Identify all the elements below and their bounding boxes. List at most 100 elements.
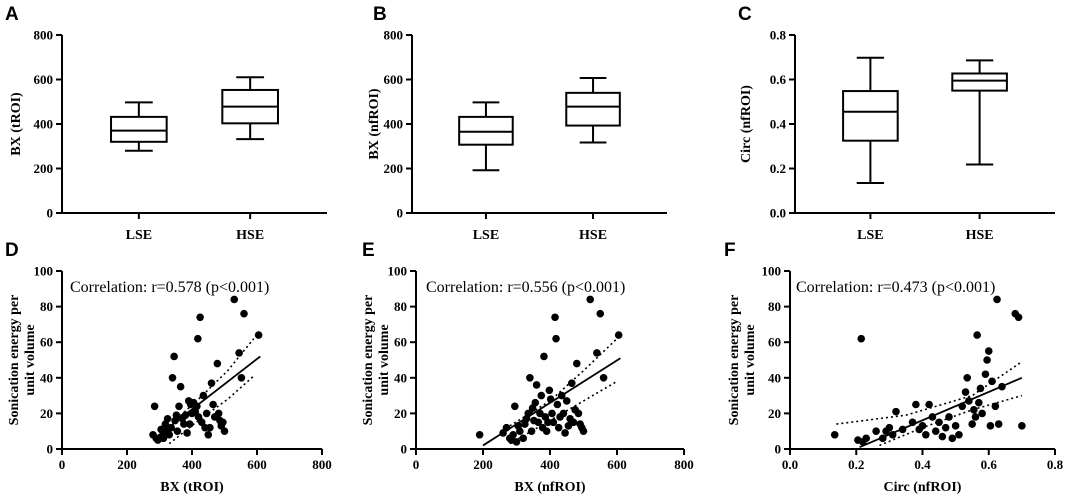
y-axis-label: Sonication energy perunit volume <box>361 295 392 426</box>
y-tick-label: 200 <box>384 161 404 176</box>
y-tick-label: 100 <box>762 264 782 279</box>
data-point <box>579 427 588 436</box>
y-tick-label: 0.2 <box>770 161 786 176</box>
data-point <box>172 411 181 419</box>
data-point <box>559 409 568 418</box>
y-axis-label-line: Sonication energy per <box>361 295 376 426</box>
y-tick-label: 60 <box>768 335 781 350</box>
data-point <box>830 430 839 439</box>
data-point <box>973 331 981 339</box>
y-tick-label: 40 <box>768 370 781 385</box>
y-axis-label-line: unit volume <box>743 324 758 395</box>
y-tick-label: 40 <box>40 370 53 385</box>
data-point <box>214 409 223 418</box>
y-axis-label-line: unit volume <box>377 324 392 395</box>
data-point <box>965 397 973 405</box>
y-tick-label: 40 <box>394 370 407 385</box>
data-point <box>511 402 519 411</box>
x-axis-label: Circ (nfROI) <box>884 480 962 495</box>
y-tick-label: 20 <box>768 406 781 421</box>
data-point <box>531 398 540 407</box>
regression-line <box>859 376 1023 449</box>
y-tick-label: 200 <box>34 161 54 176</box>
data-point <box>180 420 188 428</box>
data-point <box>219 418 227 427</box>
data-point <box>872 427 880 436</box>
y-tick-label: 80 <box>394 299 407 314</box>
data-point <box>922 430 930 439</box>
data-point <box>175 402 183 411</box>
data-point <box>975 398 983 407</box>
confidence-band <box>836 361 1023 425</box>
y-tick-label: 0.4 <box>770 117 787 132</box>
y-axis-label: Circ (nfROI) <box>739 85 754 163</box>
x-tick-label: 600 <box>607 457 627 472</box>
data-point <box>185 420 194 428</box>
data-point <box>235 349 243 357</box>
data-point <box>532 381 541 389</box>
y-tick-label: 0.6 <box>770 72 787 87</box>
x-tick-label: 0.2 <box>848 457 864 472</box>
category-label: LSE <box>126 228 152 243</box>
y-tick-label: 0 <box>775 442 782 457</box>
data-point <box>574 409 583 418</box>
data-point <box>519 434 527 443</box>
x-tick-label: 0.0 <box>782 457 798 472</box>
x-tick-label: 0 <box>413 457 420 472</box>
y-tick-label: 0 <box>401 442 408 457</box>
data-point <box>548 409 556 418</box>
confidence-band <box>509 380 618 445</box>
data-point <box>220 427 229 436</box>
data-point <box>159 434 168 443</box>
data-point <box>963 374 972 382</box>
data-point <box>984 347 993 355</box>
data-point <box>237 374 246 382</box>
y-axis-label-line: Sonication energy per <box>727 295 742 426</box>
box-hse <box>565 76 621 144</box>
y-tick-label: 400 <box>384 117 404 132</box>
data-point <box>545 386 554 395</box>
data-point <box>573 359 581 368</box>
data-point <box>254 331 263 339</box>
data-point <box>544 418 552 427</box>
data-point <box>599 374 608 382</box>
data-point <box>981 370 990 379</box>
y-tick-label: 80 <box>768 299 781 314</box>
data-point <box>193 402 201 411</box>
data-point <box>998 382 1006 391</box>
data-point <box>516 427 524 436</box>
data-point <box>991 402 1000 411</box>
data-point <box>512 438 521 446</box>
data-point <box>948 434 957 443</box>
data-point <box>955 430 963 439</box>
data-point <box>968 420 976 428</box>
data-point <box>551 313 559 322</box>
data-point <box>526 374 534 382</box>
box-iqr <box>951 72 1008 92</box>
data-point <box>888 430 897 439</box>
y-tick-label: 600 <box>34 72 54 87</box>
y-tick-label: 80 <box>40 299 53 314</box>
data-point <box>614 331 623 339</box>
panel-letter: A <box>5 4 19 25</box>
x-tick-label: 200 <box>117 457 137 472</box>
data-point <box>1014 313 1023 322</box>
x-tick-label: 200 <box>473 457 493 472</box>
data-point <box>204 430 213 439</box>
data-point <box>945 413 953 421</box>
data-point <box>554 423 563 432</box>
data-point <box>527 427 536 436</box>
x-tick-label: 400 <box>540 457 560 472</box>
panel-letter: F <box>724 240 736 261</box>
category-label: LSE <box>473 228 499 243</box>
y-axis-label: Sonication energy perunit volume <box>727 295 758 426</box>
data-point <box>912 400 920 409</box>
data-point <box>240 309 248 318</box>
data-point <box>194 334 202 343</box>
data-point <box>524 409 533 418</box>
data-point <box>988 377 996 386</box>
data-point <box>552 334 560 343</box>
y-tick-label: 60 <box>40 335 53 350</box>
panel-f: F 0 20 40 60 80 100 0.0 0.2 0.4 0.6 0.8 Circ (nfROI)… <box>724 240 1064 495</box>
x-tick-label: 0 <box>59 457 66 472</box>
